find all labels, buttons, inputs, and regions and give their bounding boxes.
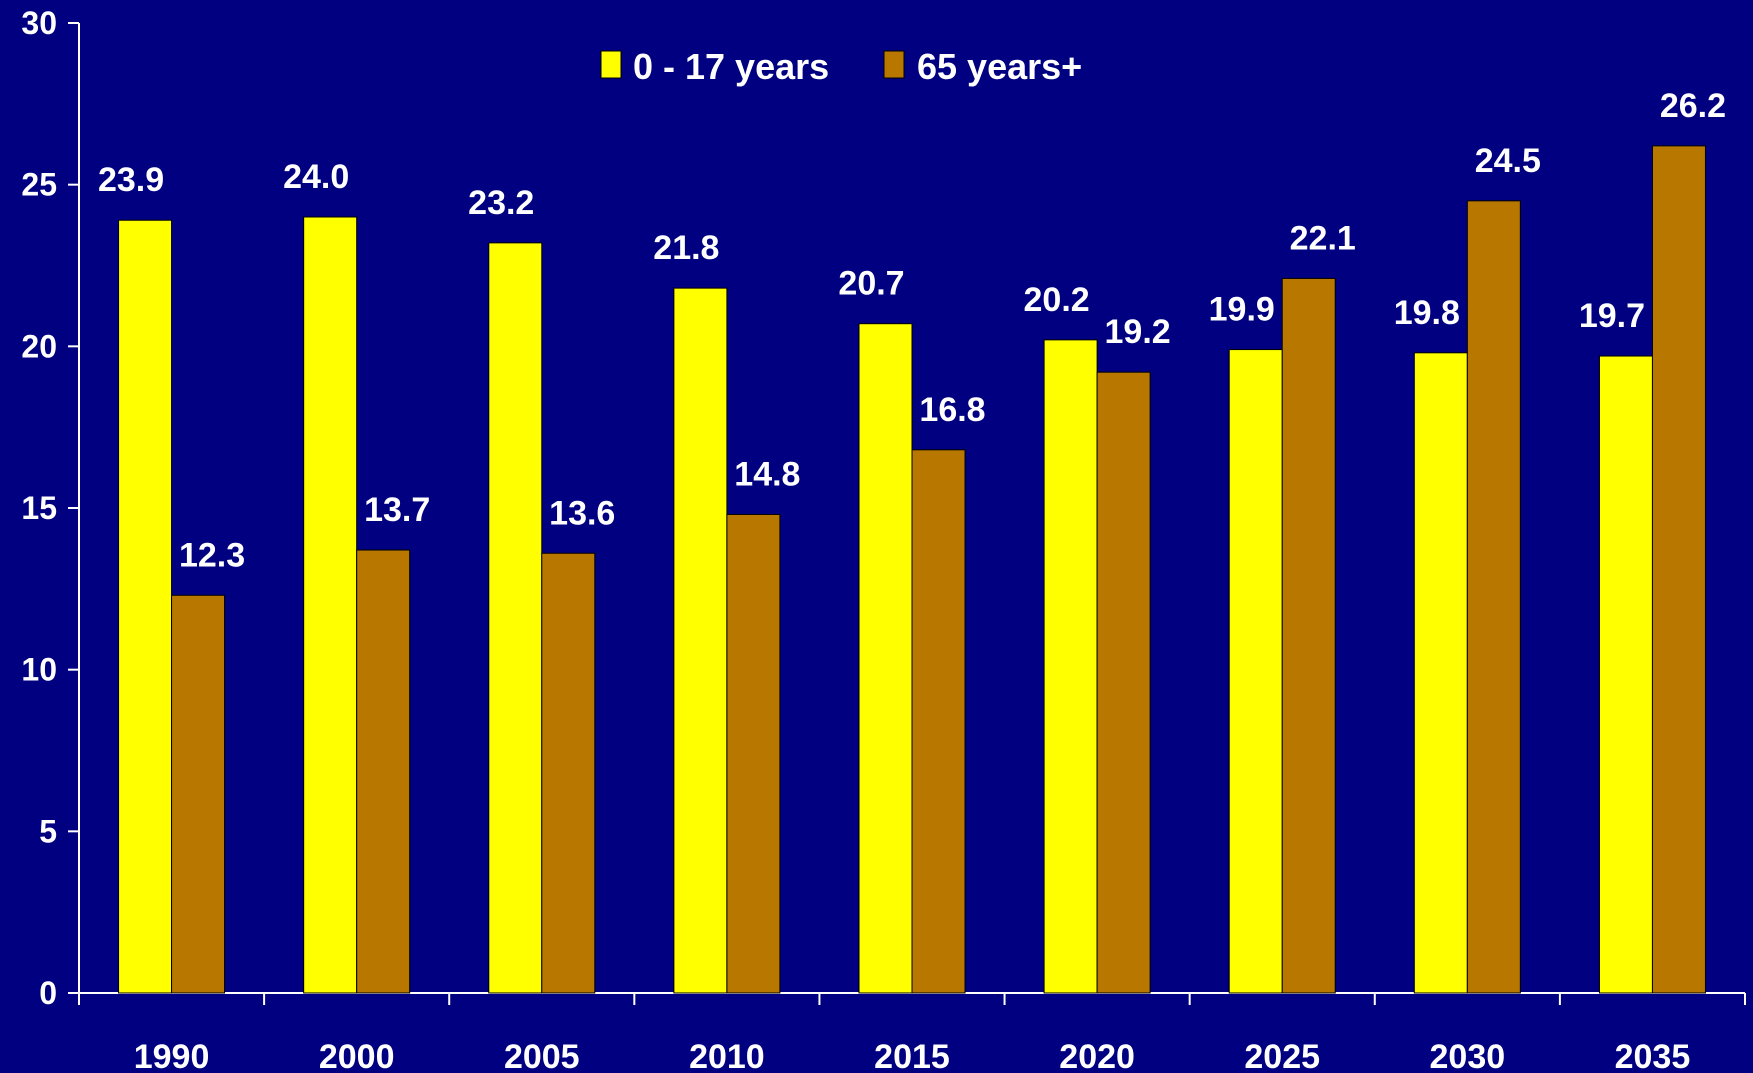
data-label-0-17-years-2005: 23.2	[468, 184, 534, 222]
data-label-0-17-years-2035: 19.7	[1579, 297, 1645, 335]
bar-65-years-plus-2000	[356, 549, 411, 994]
data-label-65-years-plus-2010: 14.8	[734, 455, 800, 493]
x-tick-label-2020: 2020	[1059, 1038, 1135, 1073]
data-label-0-17-years-2025: 19.9	[1209, 291, 1275, 329]
x-tick-label-2015: 2015	[874, 1038, 950, 1073]
bar-65-years-plus-2025	[1281, 277, 1336, 994]
data-label-0-17-years-2010: 21.8	[653, 229, 719, 267]
legend: 0 - 17 years 65 years+	[600, 46, 1082, 87]
x-tick-label-2000: 2000	[319, 1038, 395, 1073]
x-tick-label-2005: 2005	[504, 1038, 580, 1073]
data-label-65-years-plus-2020: 19.2	[1105, 313, 1171, 351]
data-label-0-17-years-2030: 19.8	[1394, 294, 1460, 332]
data-label-65-years-plus-1990: 12.3	[179, 536, 245, 574]
bar-0-17-years-2020	[1043, 339, 1098, 994]
y-tick-label-5: 5	[39, 813, 57, 849]
data-label-65-years-plus-2035: 26.2	[1660, 87, 1726, 125]
legend-swatch-0-17-years	[600, 50, 622, 79]
bar-65-years-plus-2020	[1096, 371, 1151, 994]
legend-label-65-years-plus: 65 years+	[917, 46, 1082, 87]
y-tick-label-10: 10	[21, 652, 57, 688]
data-label-0-17-years-2015: 20.7	[838, 265, 904, 303]
bar-0-17-years-2000	[303, 216, 358, 994]
data-label-65-years-plus-2015: 16.8	[919, 391, 985, 429]
data-label-0-17-years-2020: 20.2	[1024, 281, 1090, 319]
bar-0-17-years-1990	[118, 219, 173, 994]
y-tick-label-25: 25	[21, 167, 57, 203]
bars	[118, 145, 1706, 994]
bar-0-17-years-2030	[1413, 352, 1468, 994]
data-label-0-17-years-2000: 24.0	[283, 158, 349, 196]
bar-0-17-years-2035	[1598, 355, 1653, 994]
bar-65-years-plus-2015	[911, 449, 966, 994]
bar-65-years-plus-1990	[171, 594, 226, 994]
y-tick-label-20: 20	[21, 328, 57, 364]
x-tick-label-2030: 2030	[1430, 1038, 1506, 1073]
y-tick-label-0: 0	[39, 975, 57, 1011]
bar-0-17-years-2005	[488, 242, 543, 994]
data-label-65-years-plus-2030: 24.5	[1475, 142, 1541, 180]
x-tick-label-2010: 2010	[689, 1038, 765, 1073]
data-label-65-years-plus-2000: 13.7	[364, 491, 430, 529]
y-axis: 0 5 10 15 20 25 30	[21, 5, 80, 1011]
bar-0-17-years-2010	[673, 287, 728, 994]
bar-0-17-years-2025	[1228, 349, 1283, 994]
legend-label-0-17-years: 0 - 17 years	[633, 46, 829, 87]
data-label-0-17-years-1990: 23.9	[98, 161, 164, 199]
legend-swatch-65-years-plus	[883, 50, 905, 79]
x-tick-label-2035: 2035	[1615, 1038, 1691, 1073]
bar-65-years-plus-2010	[726, 513, 781, 994]
bar-65-years-plus-2005	[541, 552, 596, 994]
data-labels: 23.9 12.3 24.0 13.7 23.2 13.6 21.8 14.8 20.7 16.8…	[98, 87, 1726, 574]
x-tick-label-2025: 2025	[1244, 1038, 1320, 1073]
bar-0-17-years-2015	[858, 323, 913, 994]
x-axis: 1990 2000 2005 2010 2015 2020 2025 2030 2035	[78, 992, 1746, 1073]
y-tick-label-15: 15	[21, 490, 57, 526]
data-label-65-years-plus-2025: 22.1	[1290, 219, 1356, 257]
data-label-65-years-plus-2005: 13.6	[549, 494, 615, 532]
y-tick-label-30: 30	[21, 5, 57, 41]
bar-65-years-plus-2035	[1651, 145, 1706, 994]
x-tick-label-1990: 1990	[134, 1038, 210, 1073]
bar-65-years-plus-2030	[1466, 200, 1521, 994]
